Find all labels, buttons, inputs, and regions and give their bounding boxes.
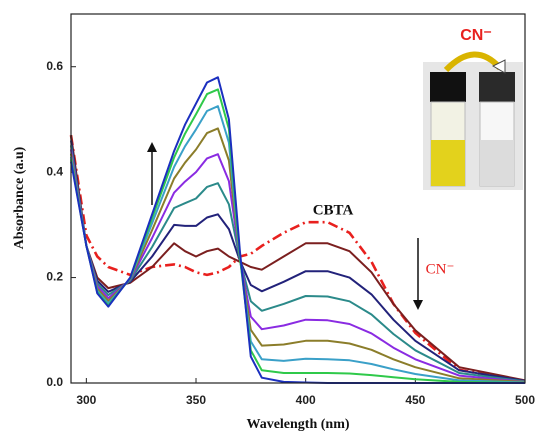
y-tick-label: 0.2 bbox=[46, 270, 63, 284]
y-tick-label: 0.0 bbox=[46, 375, 63, 389]
annotation: CN⁻ bbox=[460, 27, 492, 44]
chart: 300 350 400 450 500 0.0 0.2 0.4 0.6 Wavelength (… bbox=[0, 0, 536, 438]
x-tick-label: 300 bbox=[76, 393, 96, 407]
y-axis-label: Absorbance (a.u) bbox=[12, 146, 27, 249]
annotation: CN⁻ bbox=[426, 261, 455, 277]
x-tick-label: 500 bbox=[515, 393, 535, 407]
inset-photo bbox=[423, 54, 523, 190]
arrow-down bbox=[413, 238, 423, 310]
x-tick-label: 400 bbox=[296, 393, 316, 407]
y-tick-label: 0.6 bbox=[46, 59, 63, 73]
x-axis-label: Wavelength (nm) bbox=[246, 417, 349, 432]
annotation: CBTA bbox=[313, 202, 354, 218]
x-tick-label: 450 bbox=[405, 393, 425, 407]
x-tick-label: 350 bbox=[186, 393, 206, 407]
arrow-up bbox=[147, 142, 157, 205]
y-tick-label: 0.4 bbox=[46, 164, 63, 178]
